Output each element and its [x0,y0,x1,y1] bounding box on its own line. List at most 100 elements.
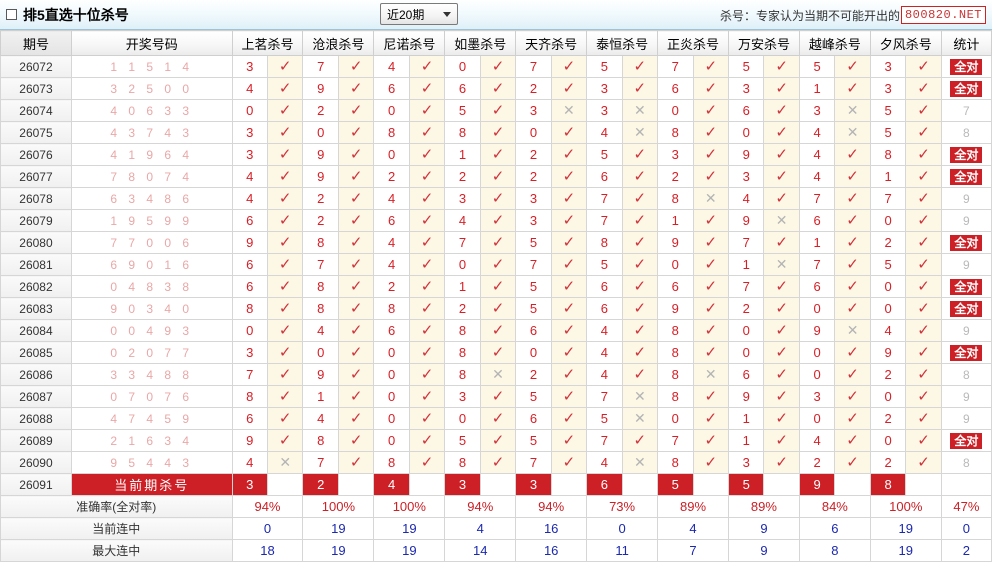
cell-draw-numbers: 1 9 5 9 9 [70,209,233,232]
check-icon: ✓ [917,256,930,273]
check-icon: ✓ [420,278,434,295]
cell-result: ✓ [266,385,304,408]
cell-kill-number: 0 [657,253,694,276]
cell-result: ✓ [834,385,871,408]
check-icon: ✓ [562,80,576,97]
col-header-expert-6: 泰恒杀号 [586,30,659,56]
cell-result: ✓ [834,231,871,254]
summary-value: 11 [586,539,659,562]
cell-result: ✓ [550,341,588,364]
cell-result: ✓ [621,297,659,320]
cell-stat: 8 [940,363,992,386]
summary-total: 2 [940,539,992,562]
cell-kill-number: 6 [727,363,765,386]
cell-result: ✓ [834,253,871,276]
cell-kill-number: 5 [444,429,481,452]
cell-kill-number: 6 [373,319,410,342]
table-row: 26079 1 9 5 9 9 6 ✓ 2 ✓ 6 ✓ 4 ✓ 3 ✓ 7 ✓ 1 ✓ 9 ✕ 6 ✓ 0 ✓ 9 [0,209,992,232]
check-icon: ✓ [917,344,930,361]
stat-count: 9 [963,323,970,338]
cell-kill-number: 6 [727,99,765,122]
cell-result: ✓ [692,165,729,188]
col-header-stat: 统计 [940,30,992,56]
cell-kill-number: 4 [444,209,481,232]
summary-value: 8 [798,539,871,562]
summary-value: 18 [231,539,304,562]
cell-kill-number: 2 [727,297,765,320]
cell-result: ✓ [550,451,588,474]
cell-result: ✓ [763,77,800,100]
cell-kill-number: 0 [373,363,410,386]
stat-count: 7 [963,103,970,118]
cell-result: ✕ [621,99,659,122]
check-icon: ✓ [491,58,505,75]
cell-stat: 全对 [940,143,992,166]
cell-kill-number: 2 [302,99,339,122]
cell-draw-numbers: 0 4 8 3 8 [70,275,233,298]
col-header-draw: 开奖号码 [70,30,233,56]
cell-kill-number: 6 [231,275,268,298]
table-row: 26078 6 3 4 8 6 4 ✓ 2 ✓ 4 ✓ 3 ✓ 3 ✓ 7 ✓ 8 ✕ 4 ✓ 7 ✓ 7 ✓ 9 [0,187,992,210]
check-icon: ✓ [491,80,505,97]
table-row: 26074 4 0 6 3 3 0 ✓ 2 ✓ 0 ✓ 5 ✓ 3 ✕ 3 ✕ 0 ✓ 6 ✓ 3 ✕ 5 ✓ 7 [0,99,992,122]
cell-draw-numbers: 0 2 0 7 7 [70,341,233,364]
cell-result: ✕ [763,253,800,276]
check-icon: ✓ [562,300,576,317]
check-icon: ✓ [420,454,434,471]
cell-kill-number: 1 [727,407,765,430]
cell-kill-number: 7 [727,275,765,298]
cell-result: ✓ [550,165,588,188]
header-checkbox[interactable] [6,9,17,20]
check-icon: ✓ [633,80,647,97]
cell-kill-number: 8 [302,429,339,452]
table-row: 26087 0 7 0 7 6 8 ✓ 1 ✓ 0 ✓ 3 ✓ 5 ✓ 7 ✕ 8 ✓ 9 ✓ 3 ✓ 0 ✓ 9 [0,385,992,408]
period-select[interactable]: 近20期 [380,3,458,25]
cell-result: ✓ [479,187,517,210]
check-icon: ✓ [278,366,292,383]
cell-kill-number: 3 [657,143,694,166]
cell-kill-number: 8 [231,385,268,408]
cell-kill-number: 2 [444,165,481,188]
check-icon: ✓ [704,80,718,97]
cell-result: ✓ [408,429,446,452]
cell-kill-number: 4 [586,121,623,144]
cell-result: ✓ [479,143,517,166]
check-icon: ✓ [420,432,434,449]
cell-kill-number: 7 [302,451,339,474]
cell-result: ✓ [479,77,517,100]
stat-count: 8 [963,455,970,470]
cell-issue: 26090 [0,451,72,474]
cell-kill-number: 9 [302,165,339,188]
cell-kill-number: 8 [373,297,410,320]
check-icon: ✓ [278,234,292,251]
check-icon: ✓ [846,300,859,317]
stat-count: 9 [963,213,970,228]
cell-result: ✓ [266,99,304,122]
check-icon: ✓ [846,344,859,361]
cell-result: ✓ [479,341,517,364]
cell-result: ✓ [621,363,659,386]
summary-value: 0 [586,517,659,540]
check-icon: ✓ [917,278,930,295]
check-icon: ✓ [420,124,434,141]
cell-result-empty [834,473,871,496]
check-icon: ✓ [278,410,292,427]
cell-kill-number: 0 [231,99,268,122]
status-badge-all-correct: 全对 [950,344,983,361]
cell-kill-number: 5 [586,143,623,166]
status-badge-all-correct: 全对 [950,432,983,449]
table-body: 26072 1 1 5 1 4 3 ✓ 7 ✓ 4 ✓ 0 ✓ 7 ✓ 5 ✓ 7 ✓ 5 ✓ 5 ✓ 3 ✓ 全对 2607… [0,55,992,562]
cell-stat: 8 [940,451,992,474]
cell-issue: 26088 [0,407,72,430]
check-icon: ✓ [349,212,363,229]
check-icon: ✓ [491,124,505,141]
cell-result: ✓ [763,275,800,298]
cell-kill-number: 2 [869,363,907,386]
cell-kill-number: 9 [727,143,765,166]
check-icon: ✓ [349,190,363,207]
cell-issue: 26085 [0,341,72,364]
check-icon: ✓ [775,344,788,361]
cell-kill-number: 0 [231,319,268,342]
cell-result: ✓ [266,341,304,364]
check-icon: ✓ [491,454,505,471]
